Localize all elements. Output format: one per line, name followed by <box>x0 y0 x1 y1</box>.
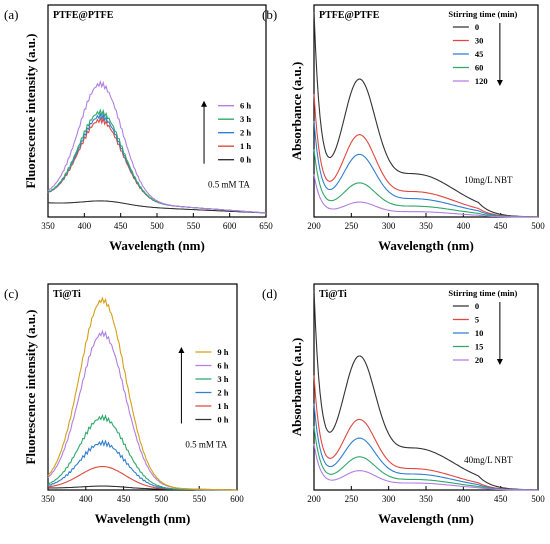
x-tick-label: 250 <box>345 221 359 231</box>
series-line-0h <box>48 200 267 214</box>
panel-a: (a) PTFE@PTFE 350 400 450 500 550 600 650 Wavelen… <box>4 4 273 253</box>
x-axis-title: Wavelength (nm) <box>95 511 191 526</box>
panel-c: (c) Ti@Ti 350 400 450 500 550 600 Wavelength (nm… <box>4 283 244 526</box>
legend-arrow-head <box>496 80 503 86</box>
panel-tag: Ti@Ti <box>53 289 81 300</box>
legend-label: 0 h <box>240 155 251 165</box>
x-tick-label: 300 <box>382 494 396 504</box>
x-tick-label: 450 <box>114 221 128 231</box>
legend-label: 3 h <box>240 114 251 124</box>
legend-label: 2 h <box>240 128 251 138</box>
legend-label: 1 h <box>217 401 228 411</box>
x-tick-label: 550 <box>192 494 206 504</box>
series-line-6h <box>47 329 237 491</box>
legend-arrow-head <box>201 100 208 107</box>
legend-label: 30 <box>475 36 484 46</box>
x-tick-label: 250 <box>345 494 359 504</box>
legend-title: Stirring time (min) <box>448 9 517 19</box>
annotation: 0.5 mM TA <box>208 180 250 190</box>
x-tick-label: 600 <box>230 494 244 504</box>
legend-label: 6 h <box>240 101 251 111</box>
x-tick-label: 550 <box>187 221 201 231</box>
x-axis-title: Wavelength (nm) <box>378 238 474 253</box>
legend-label: 6 h <box>217 360 228 370</box>
plot-frame <box>313 4 539 218</box>
x-tick-label: 400 <box>78 221 92 231</box>
x-tick-label: 650 <box>259 221 273 231</box>
x-tick-label: 400 <box>457 494 471 504</box>
series-line-6h <box>47 80 267 214</box>
series-line-1h <box>47 465 237 491</box>
x-tick-label: 500 <box>155 494 169 504</box>
x-tick-label: 400 <box>79 494 93 504</box>
series-line-30 <box>313 93 538 218</box>
series-line-0 <box>313 11 538 218</box>
x-tick-label: 200 <box>307 221 321 231</box>
legend-arrow-head <box>496 359 503 365</box>
x-axis-title: Wavelength (nm) <box>378 511 474 526</box>
x-tick-label: 350 <box>41 494 55 504</box>
series-line-5 <box>313 375 538 491</box>
legend-label: 45 <box>475 49 484 59</box>
legend-label: 10 <box>475 328 484 338</box>
x-tick-label: 300 <box>382 221 396 231</box>
legend-label: 15 <box>475 342 484 352</box>
y-axis-title: Fluorescence intensity (a.u.) <box>23 33 38 188</box>
x-tick-label: 500 <box>531 221 545 231</box>
legend-label: 1 h <box>240 141 251 151</box>
annotation: 10mg/L NBT <box>464 175 513 185</box>
legend-label: 3 h <box>217 374 228 384</box>
x-tick-label: 200 <box>307 494 321 504</box>
panel-tag: PTFE@PTFE <box>319 10 380 21</box>
panel-tag: Ti@Ti <box>319 289 347 300</box>
panel-letter: (a) <box>4 7 18 22</box>
x-tick-label: 350 <box>419 221 433 231</box>
series-line-45 <box>313 120 538 218</box>
x-tick-label: 350 <box>419 494 433 504</box>
legend-label: 2 h <box>217 387 228 397</box>
series-line-2h <box>47 112 267 214</box>
panel-letter: (b) <box>262 7 277 22</box>
legend-label: 60 <box>475 63 484 73</box>
x-tick-label: 600 <box>223 221 237 231</box>
y-axis-title: Absorbance (a.u.) <box>289 62 304 161</box>
x-tick-label: 450 <box>494 494 508 504</box>
legend-label: 5 <box>475 315 479 325</box>
legend-label: 20 <box>475 355 484 365</box>
series-line-0 <box>313 290 538 491</box>
panel-letter: (d) <box>262 286 277 301</box>
series-line-3h <box>47 108 267 214</box>
series-line-120 <box>313 174 538 218</box>
x-tick-label: 450 <box>494 221 508 231</box>
series-line-20 <box>313 443 538 491</box>
y-axis-title: Fluorescence intensity (a.u.) <box>23 309 38 464</box>
legend-label: 9 h <box>217 347 228 357</box>
legend-label: 120 <box>475 76 488 86</box>
panel-tag: PTFE@PTFE <box>53 10 114 21</box>
x-tick-label: 350 <box>41 221 55 231</box>
panel-letter: (c) <box>4 286 18 301</box>
legend-label: 0 <box>475 301 479 311</box>
y-axis-title: Absorbance (a.u.) <box>289 338 304 437</box>
legend-arrow-head <box>178 346 185 353</box>
series-line-10 <box>313 403 538 491</box>
legend-label: 0 h <box>217 414 228 424</box>
legend-title: Stirring time (min) <box>448 288 517 298</box>
annotation: 0.5 mM TA <box>185 439 227 449</box>
x-tick-label: 500 <box>531 494 545 504</box>
series-line-9h <box>47 296 237 491</box>
x-axis-title: Wavelength (nm) <box>109 238 205 253</box>
x-tick-label: 400 <box>457 221 471 231</box>
annotation: 40mg/L NBT <box>464 455 513 465</box>
plot-frame <box>47 283 238 491</box>
x-tick-label: 450 <box>117 494 131 504</box>
x-tick-label: 500 <box>150 221 164 231</box>
legend-label: 0 <box>475 22 479 32</box>
